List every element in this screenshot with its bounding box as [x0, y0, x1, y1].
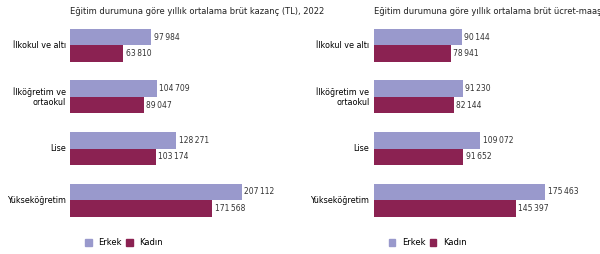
Bar — [374, 97, 454, 114]
Bar — [70, 97, 144, 114]
Bar — [70, 200, 212, 217]
Text: 90 144: 90 144 — [464, 33, 490, 42]
Text: 171 568: 171 568 — [215, 204, 245, 213]
Text: 109 072: 109 072 — [483, 136, 513, 145]
Bar — [70, 81, 157, 97]
Text: 175 463: 175 463 — [548, 187, 578, 197]
Bar — [70, 132, 176, 149]
Bar — [70, 184, 242, 200]
Text: 89 047: 89 047 — [146, 101, 172, 110]
Text: Eğitim durumuna göre yıllık ortalama brüt ücret-maaş (TL), 2022: Eğitim durumuna göre yıllık ortalama brü… — [374, 7, 600, 16]
Bar — [374, 132, 480, 149]
Bar — [374, 45, 451, 62]
Text: 82 144: 82 144 — [457, 101, 482, 110]
Bar — [374, 200, 515, 217]
Text: 91 652: 91 652 — [466, 152, 491, 161]
Text: 207 112: 207 112 — [244, 187, 274, 197]
Bar — [374, 81, 463, 97]
Bar — [70, 45, 123, 62]
Legend: Erkek, Kadın: Erkek, Kadın — [389, 239, 467, 247]
Bar — [70, 149, 155, 165]
Bar — [70, 29, 151, 45]
Text: Eğitim durumuna göre yıllık ortalama brüt kazanç (TL), 2022: Eğitim durumuna göre yıllık ortalama brü… — [70, 7, 325, 16]
Text: 78 941: 78 941 — [453, 49, 479, 58]
Text: 128 271: 128 271 — [179, 136, 209, 145]
Text: 103 174: 103 174 — [158, 152, 188, 161]
Legend: Erkek, Kadın: Erkek, Kadın — [85, 239, 163, 247]
Bar — [374, 149, 463, 165]
Text: 97 984: 97 984 — [154, 33, 179, 42]
Text: 63 810: 63 810 — [125, 49, 151, 58]
Bar — [374, 29, 461, 45]
Text: 91 230: 91 230 — [466, 84, 491, 93]
Bar — [374, 184, 545, 200]
Text: 145 397: 145 397 — [518, 204, 549, 213]
Text: 104 709: 104 709 — [160, 84, 190, 93]
